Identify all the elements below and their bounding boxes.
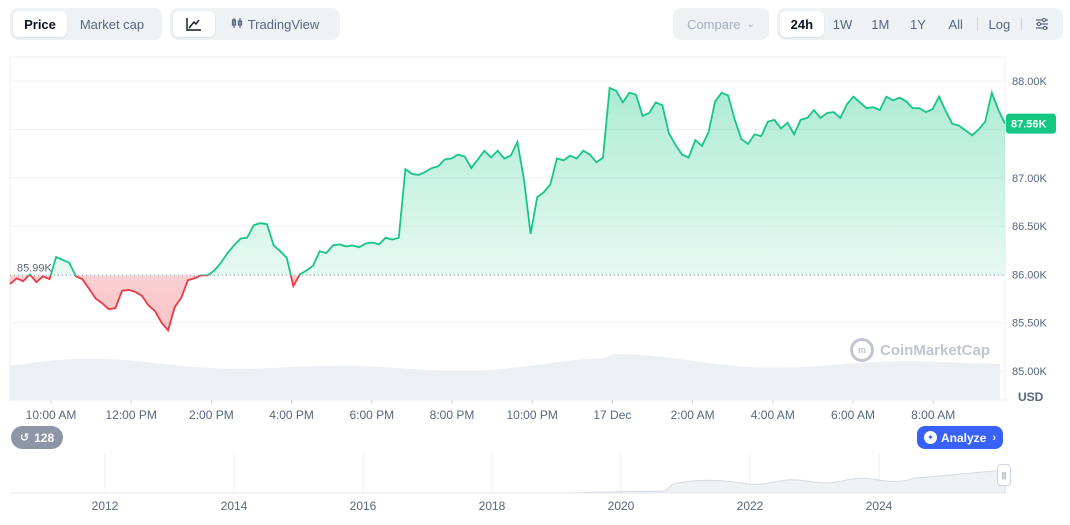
compare-label: Compare	[687, 16, 741, 32]
chevron-right-icon: ›	[992, 431, 997, 444]
chart-settings-button[interactable]	[1024, 11, 1060, 37]
y-tick-label: 85.50K	[1012, 318, 1048, 330]
analyze-button[interactable]: ✦ Analyze ›	[917, 426, 1003, 449]
line-chart-button[interactable]	[173, 11, 215, 37]
y-tick-label: 87.00K	[1012, 173, 1048, 185]
line-up	[27, 86, 1006, 276]
line-chart-icon	[186, 18, 201, 31]
y-tick-label: 88.00K	[1012, 76, 1048, 88]
x-axis: 10:00 AM 12:00 PM 2:00 PM 4:00 PM 6:00 PM 8:0…	[26, 400, 955, 422]
watermark-text: CoinMarketCap	[880, 341, 991, 359]
y-tick-label: 86.00K	[1012, 269, 1048, 281]
navigator-year-label: 2024	[866, 499, 893, 513]
market-cap-tab[interactable]: Market cap	[79, 16, 145, 32]
tradingview-label: TradingView	[247, 16, 320, 32]
volume-shape	[10, 354, 1000, 400]
divider	[1021, 17, 1023, 31]
current-price-tag	[1006, 113, 1056, 134]
x-tick-label: 8:00 AM	[911, 408, 955, 422]
navigator-year-label: 2012	[92, 499, 119, 513]
range-navigator[interactable]: 2012 2014 2016 2018 2020 2022 2024	[0, 450, 1070, 525]
navigator-year-labels: 2012 2014 2016 2018 2020 2022 2024	[92, 499, 893, 513]
coinmarketcap-logo-icon: m	[850, 338, 874, 362]
range-all-button[interactable]: All	[948, 16, 963, 32]
range-1y-button[interactable]: 1Y	[910, 16, 926, 32]
history-count: 128	[34, 430, 55, 445]
current-price-label: 87.56K	[1011, 119, 1047, 131]
volume-area	[10, 354, 1000, 400]
navigator-year-label: 2016	[350, 499, 377, 513]
navigator-year-label: 2018	[479, 499, 506, 513]
x-tick-label: 10:00 AM	[26, 408, 77, 422]
currency-unit-label: USD	[1018, 390, 1044, 404]
x-tick-label: 12:00 PM	[106, 408, 157, 422]
price-area	[10, 87, 1005, 331]
log-scale-button[interactable]: Log	[988, 16, 1011, 32]
history-badge[interactable]: ↺ 128	[11, 426, 63, 449]
x-tick-label: 6:00 PM	[349, 408, 394, 422]
baseline-price-label: 85.99K	[17, 262, 53, 274]
divider	[976, 17, 978, 31]
history-icon: ↺	[19, 432, 30, 444]
area-up	[28, 87, 1005, 276]
chevron-down-icon: ⌄	[746, 18, 755, 30]
price-line	[9, 86, 1006, 333]
navigator-year-label: 2022	[737, 499, 764, 513]
range-24h-button[interactable]: 24h	[780, 11, 824, 37]
tradingview-button[interactable]: TradingView	[215, 11, 335, 37]
compare-dropdown[interactable]: Compare ⌄	[673, 8, 769, 40]
x-tick-label: 17 Dec	[593, 408, 631, 422]
navigator-year-label: 2020	[608, 499, 635, 513]
x-tick-label: 6:00 AM	[831, 408, 875, 422]
price-chart[interactable]: 88.00K87.50K87.00K86.50K86.00K85.50K85.0…	[0, 50, 1070, 425]
sliders-icon	[1036, 18, 1049, 30]
range-1m-button[interactable]: 1M	[871, 16, 890, 32]
x-tick-label: 4:00 AM	[751, 408, 795, 422]
navigator-handle[interactable]: ||	[997, 464, 1011, 486]
y-tick-label: 85.00K	[1012, 366, 1048, 378]
price-tab[interactable]: Price	[13, 11, 67, 37]
price-marketcap-toggle: Price Market cap	[10, 8, 162, 40]
x-tick-label: 2:00 PM	[189, 408, 234, 422]
line-down	[9, 275, 301, 333]
x-tick-label: 8:00 PM	[430, 408, 475, 422]
y-tick-label: 86.50K	[1012, 221, 1048, 233]
x-tick-label: 10:00 PM	[507, 408, 558, 422]
range-1w-button[interactable]: 1W	[832, 16, 853, 32]
chart-view-toggle: TradingView	[170, 8, 340, 40]
coinmarketcap-watermark: m CoinMarketCap	[850, 338, 990, 362]
navigator-area	[10, 469, 1006, 494]
navigator-year-label: 2014	[221, 499, 248, 513]
analyze-label: Analyze	[940, 430, 987, 445]
area-down	[10, 275, 1005, 331]
x-tick-label: 4:00 PM	[269, 408, 314, 422]
analyze-icon: ✦	[923, 431, 937, 444]
x-tick-label: 2:00 AM	[671, 408, 715, 422]
candlestick-icon	[231, 17, 243, 32]
time-range-selector: 24h 1W 1M 1Y All Log	[777, 8, 1063, 40]
